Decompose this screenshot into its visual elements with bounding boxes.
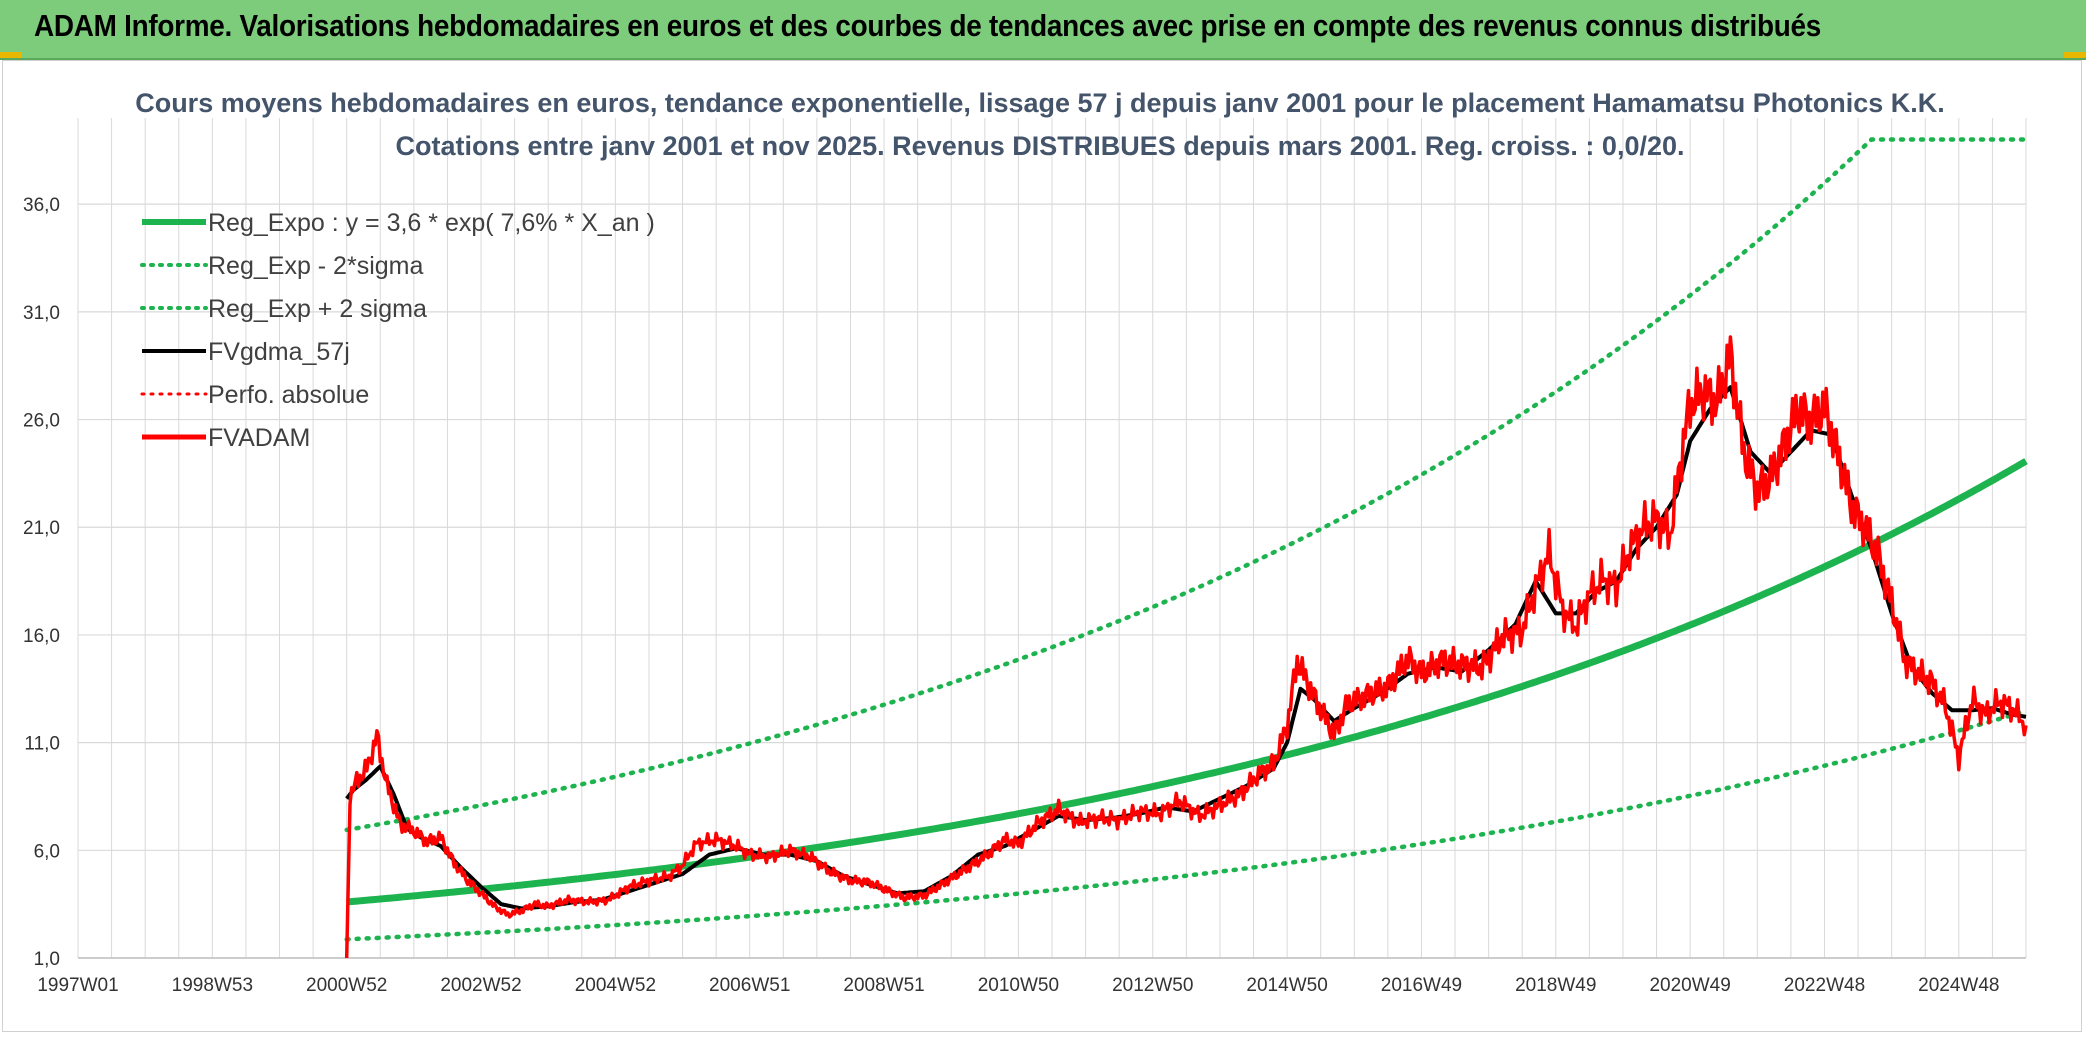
y-tick-label: 21,0 bbox=[23, 518, 60, 539]
x-tick-label: 2016W49 bbox=[1381, 975, 1462, 996]
x-tick-label: 2022W48 bbox=[1784, 975, 1865, 996]
report-banner: ADAM Informe. Valorisations hebdomadaire… bbox=[0, 0, 2086, 60]
lower-band-line bbox=[344, 708, 2029, 942]
y-tick-label: 1,0 bbox=[34, 949, 60, 970]
series bbox=[344, 137, 2029, 959]
x-tick-label: 2024W48 bbox=[1918, 975, 1999, 996]
y-tick-label: 16,0 bbox=[23, 626, 60, 647]
chart-title-line1: Cours moyens hebdomadaires en euros, ten… bbox=[135, 88, 1945, 118]
legend: Reg_Expo : y = 3,6 * exp( 7,6% * X_an ) R… bbox=[140, 209, 655, 452]
y-tick-label: 31,0 bbox=[23, 303, 60, 324]
x-tick-label: 2006W51 bbox=[709, 975, 790, 996]
x-axis-ticks: 1997W01 1998W53 2000W52 2002W52 2004W52 2006W… bbox=[37, 975, 1999, 996]
upper-band-line bbox=[344, 137, 2029, 833]
legend-label: Reg_Exp + 2 sigma bbox=[208, 295, 427, 323]
legend-label: FVADAM bbox=[208, 424, 310, 452]
y-tick-label: 26,0 bbox=[23, 411, 60, 432]
x-tick-label: 1997W01 bbox=[37, 975, 118, 996]
legend-label: Reg_Exp - 2*sigma bbox=[208, 252, 423, 280]
trend-line bbox=[346, 458, 2028, 906]
corner-mark-left bbox=[0, 52, 22, 58]
x-tick-label: 2004W52 bbox=[575, 975, 656, 996]
legend-label: Reg_Expo : y = 3,6 * exp( 7,6% * X_an ) bbox=[208, 209, 655, 237]
y-tick-label: 36,0 bbox=[23, 195, 60, 216]
legend-label: FVgdma_57j bbox=[208, 338, 350, 366]
x-tick-label: 2002W52 bbox=[440, 975, 521, 996]
y-tick-label: 6,0 bbox=[34, 841, 60, 862]
corner-mark-right bbox=[2064, 52, 2086, 58]
price-series-line bbox=[344, 335, 2028, 959]
x-tick-label: 1998W53 bbox=[172, 975, 253, 996]
legend-label: Perfo. absolue bbox=[208, 381, 369, 409]
x-tick-label: 2018W49 bbox=[1515, 975, 1596, 996]
report-title: ADAM Informe. Valorisations hebdomadaire… bbox=[34, 8, 1821, 43]
chart-frame bbox=[2, 60, 2082, 1032]
chart-title-line2: Cotations entre janv 2001 et nov 2025. R… bbox=[395, 131, 1684, 161]
x-tick-label: 2012W50 bbox=[1112, 975, 1193, 996]
x-tick-label: 2000W52 bbox=[306, 975, 387, 996]
x-tick-label: 2014W50 bbox=[1246, 975, 1327, 996]
x-tick-label: 2010W50 bbox=[978, 975, 1059, 996]
y-axis-ticks: 1,0 6,0 11,0 16,0 21,0 26,0 31,0 36,0 bbox=[23, 195, 60, 970]
x-tick-label: 2020W49 bbox=[1649, 975, 1730, 996]
y-tick-label: 11,0 bbox=[24, 734, 60, 755]
gridlines bbox=[77, 118, 2027, 959]
x-tick-label: 2008W51 bbox=[843, 975, 924, 996]
